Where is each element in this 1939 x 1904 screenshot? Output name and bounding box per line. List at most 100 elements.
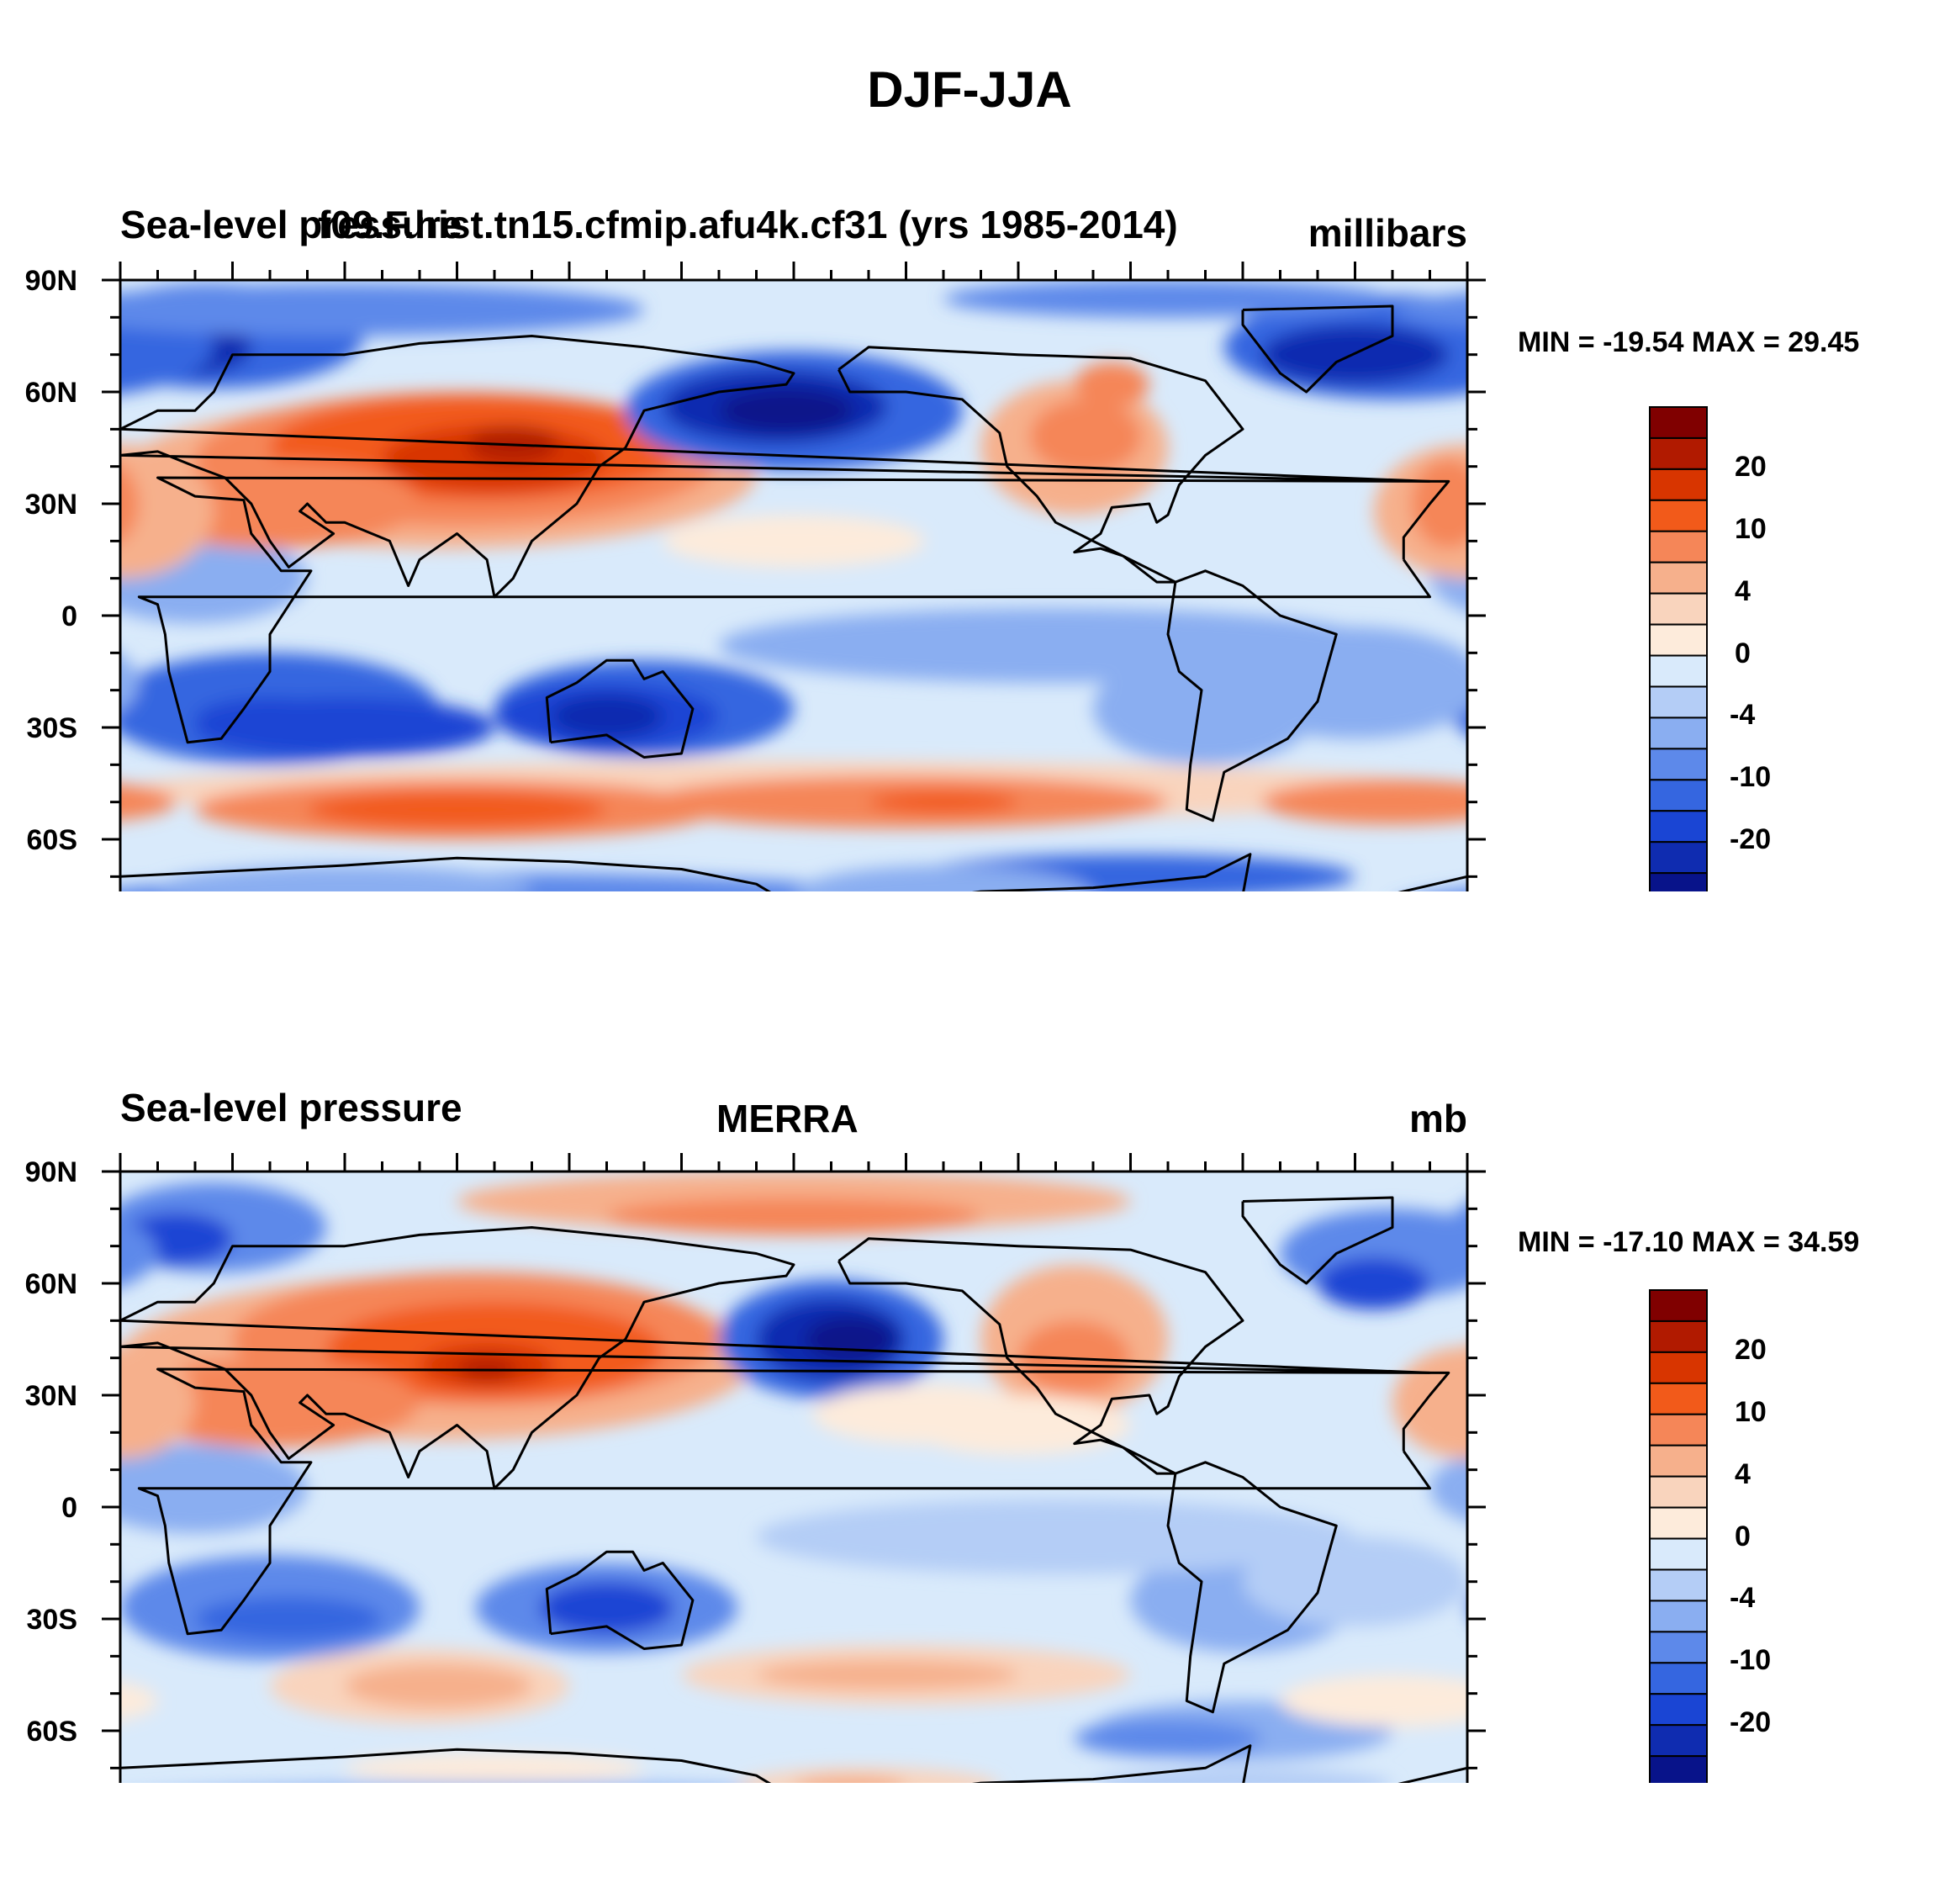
contour-region	[869, 791, 1018, 813]
y-tick-label: 60S	[27, 1716, 78, 1748]
contour-region	[719, 608, 1392, 683]
contour-region	[663, 515, 925, 568]
colorbar-swatch	[1649, 499, 1708, 532]
contour-region	[0, 1499, 8, 1574]
left-title: Sea-level pressure	[120, 1086, 462, 1129]
contour-region	[740, 1768, 997, 1783]
contour-region	[0, 761, 120, 821]
y-tick-label: 0	[61, 1492, 77, 1524]
colorbar-swatch	[1649, 1568, 1708, 1602]
y-tick-label: 90N	[25, 265, 77, 297]
colorbar-label: 4	[1735, 574, 1751, 607]
contour-region	[1815, 426, 1905, 463]
coastline	[120, 335, 1430, 599]
contour-region	[345, 1753, 644, 1783]
contour-region	[120, 464, 140, 543]
y-tick-label: 60S	[27, 824, 78, 856]
colorbar-swatch	[1649, 717, 1708, 750]
coastline	[120, 853, 1467, 891]
contour-region	[796, 1775, 903, 1783]
y-tick-label: 30S	[27, 712, 78, 744]
contour-region	[0, 325, 102, 384]
contour-region	[1692, 1753, 1939, 1783]
coastline	[1166, 1461, 1338, 1714]
coastline	[137, 476, 1450, 744]
coastline	[137, 1367, 1450, 1636]
colorbar-swatch	[1649, 1631, 1708, 1664]
contour-region	[1429, 1455, 1467, 1522]
contour-region	[1223, 627, 1467, 739]
contour-region	[0, 1768, 45, 1783]
colorbar	[1649, 406, 1708, 891]
colorbar-swatch	[1649, 592, 1708, 626]
colorbar-swatch	[1649, 1413, 1708, 1447]
colorbar-label: -10	[1730, 761, 1772, 794]
colorbar-swatch	[1649, 561, 1708, 595]
contour-region	[1823, 1563, 1939, 1653]
coastline	[545, 658, 695, 759]
colorbar-label: -4	[1730, 699, 1756, 732]
contour-region	[0, 608, 45, 683]
coastline	[837, 346, 1244, 584]
contour-region	[1886, 1582, 1939, 1634]
colorbar-swatch	[1649, 468, 1708, 501]
center-title: MERRA	[716, 1097, 859, 1140]
y-tick-label: 30S	[27, 1604, 78, 1636]
y-tick-label: 60N	[25, 377, 77, 409]
y-tick-label: 0	[61, 600, 77, 632]
contour-region	[120, 1346, 195, 1459]
contour-region	[805, 1316, 896, 1362]
colorbar-swatch	[1649, 654, 1708, 688]
colorbar-swatch	[1649, 1600, 1708, 1633]
coastline	[120, 1226, 1430, 1490]
colorbar-swatch	[1649, 779, 1708, 812]
colorbar-swatch	[1649, 1382, 1708, 1415]
contour-region	[1243, 1536, 1467, 1626]
contour-region	[1841, 660, 1939, 757]
colorbar-label: 4	[1735, 1457, 1751, 1490]
contour-region	[0, 1548, 8, 1653]
colorbar-label: 10	[1735, 512, 1767, 545]
colorbar-label: 10	[1735, 1395, 1767, 1428]
contour-region	[1467, 459, 1767, 548]
contour-region	[606, 1198, 981, 1235]
contour-region	[345, 1663, 532, 1709]
contour-region	[795, 865, 1092, 891]
contour-region	[120, 1681, 158, 1721]
contour-region	[943, 280, 1392, 318]
contour-region	[1898, 694, 1939, 738]
merra-panel: 030E60E90E120E150E180150W120W90W60W30W09…	[0, 891, 1939, 1783]
contour-region	[1318, 1256, 1430, 1310]
model-panel: 030E60E90E120E150E180150W120W90W60W30W09…	[0, 0, 1939, 891]
contour-region	[756, 1499, 1355, 1574]
colorbar-swatch	[1649, 1755, 1708, 1783]
center-title: f09.F.hist.tn15.cfmip.afu4k.cf31 (yrs 19…	[318, 203, 1178, 246]
colorbar-label: -20	[1730, 823, 1772, 856]
contour-region	[1467, 1556, 1767, 1660]
colorbar-label: -10	[1730, 1644, 1772, 1677]
colorbar-swatch	[1649, 1351, 1708, 1384]
colorbar-swatch	[1649, 1724, 1708, 1758]
colorbar-label: -4	[1730, 1582, 1756, 1615]
colorbar-swatch	[1649, 530, 1708, 563]
contour-region	[195, 697, 345, 743]
units-label: millibars	[1308, 211, 1467, 255]
units-label: mb	[1409, 1097, 1467, 1140]
colorbar-swatch	[1649, 1320, 1708, 1353]
left-title: Sea-level pressure	[120, 203, 462, 246]
contour-region	[120, 283, 644, 336]
colorbar-swatch	[1649, 1475, 1708, 1509]
y-tick-label: 30N	[25, 1380, 77, 1412]
colorbar-swatch	[1649, 1693, 1708, 1727]
colorbar-swatch	[1649, 1537, 1708, 1571]
contour-region	[550, 694, 663, 739]
contour-region	[539, 1581, 674, 1634]
colorbar-label: 20	[1735, 450, 1767, 483]
contour-region	[1467, 1358, 1767, 1447]
contour-region	[1392, 292, 1467, 327]
map-svg: 030E60E90E120E150E180150W120W90W60W30W09…	[0, 262, 1939, 891]
colorbar-swatch	[1649, 872, 1708, 891]
coastline	[837, 1237, 1244, 1475]
colorbar-swatch	[1649, 436, 1708, 470]
colorbar-label: -20	[1730, 1706, 1772, 1739]
